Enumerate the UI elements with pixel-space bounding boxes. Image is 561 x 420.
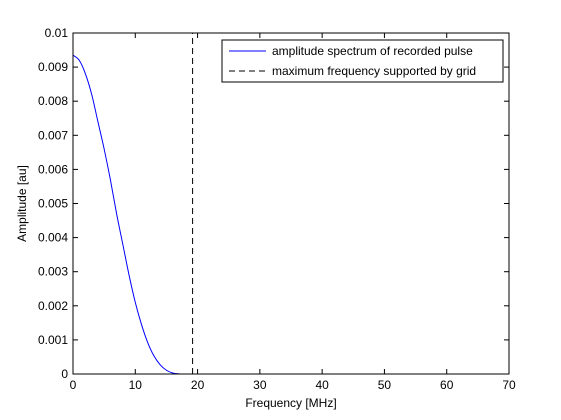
legend-entry-label: amplitude spectrum of recorded pulse bbox=[272, 44, 473, 58]
y-axis-label: Amplitude [au] bbox=[15, 165, 29, 242]
plot-area bbox=[73, 33, 509, 374]
legend-entry-label: maximum frequency supported by grid bbox=[272, 64, 476, 78]
x-tick-label: 50 bbox=[378, 378, 392, 392]
y-axis: 0 0.001 0.002 0.003 0.004 0.005 0.006 0.007 0.00… bbox=[38, 26, 509, 381]
y-tick-label: 0.008 bbox=[38, 94, 68, 108]
x-tick-label: 40 bbox=[315, 378, 329, 392]
y-tick-label: 0.009 bbox=[38, 60, 68, 74]
x-tick-label: 20 bbox=[191, 378, 205, 392]
legend: amplitude spectrum of recorded pulse maxi… bbox=[221, 39, 504, 83]
x-tick-label: 10 bbox=[129, 378, 143, 392]
y-tick-label: 0.001 bbox=[38, 333, 68, 347]
y-tick-label: 0.003 bbox=[38, 265, 68, 279]
y-tick-label: 0.01 bbox=[45, 26, 69, 40]
y-tick-label: 0.005 bbox=[38, 197, 68, 211]
x-axis: 0 10 20 30 40 50 60 70 bbox=[70, 33, 516, 392]
x-tick-label: 60 bbox=[440, 378, 454, 392]
x-tick-label: 0 bbox=[70, 378, 77, 392]
legend-box bbox=[221, 39, 504, 83]
y-tick-label: 0 bbox=[61, 367, 68, 381]
x-axis-label: Frequency [MHz] bbox=[245, 396, 336, 410]
x-tick-label: 30 bbox=[253, 378, 267, 392]
y-tick-label: 0.006 bbox=[38, 162, 68, 176]
y-tick-label: 0.004 bbox=[38, 231, 68, 245]
y-tick-label: 0.002 bbox=[38, 299, 68, 313]
x-tick-label: 70 bbox=[502, 378, 516, 392]
y-tick-label: 0.007 bbox=[38, 128, 68, 142]
